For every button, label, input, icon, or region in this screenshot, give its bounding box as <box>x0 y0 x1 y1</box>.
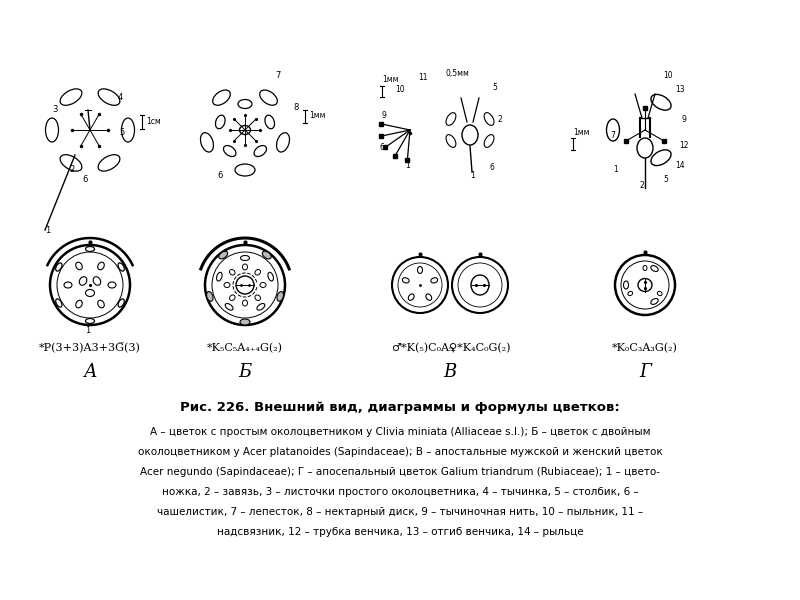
Ellipse shape <box>206 292 213 301</box>
Text: 8: 8 <box>293 103 298 112</box>
Text: 1: 1 <box>86 326 90 335</box>
Ellipse shape <box>86 319 94 323</box>
Ellipse shape <box>238 100 252 109</box>
Ellipse shape <box>56 263 62 271</box>
Ellipse shape <box>215 115 225 129</box>
Ellipse shape <box>235 164 255 176</box>
Ellipse shape <box>637 138 653 158</box>
Text: 1см: 1см <box>146 118 161 127</box>
Text: 1: 1 <box>405 161 410 170</box>
Ellipse shape <box>201 133 214 152</box>
Ellipse shape <box>239 125 250 134</box>
Text: 9: 9 <box>382 111 387 120</box>
Text: 0,5мм: 0,5мм <box>445 69 469 78</box>
Text: *K₅C₅A₄₊₄G(₂): *K₅C₅A₄₊₄G(₂) <box>207 343 283 353</box>
Text: 1мм: 1мм <box>382 75 398 84</box>
Text: *P(3+3)A3+3G̅(3): *P(3+3)A3+3G̅(3) <box>39 343 141 353</box>
Ellipse shape <box>213 90 230 105</box>
Ellipse shape <box>219 251 228 259</box>
Text: 12: 12 <box>679 141 689 150</box>
Text: 1мм: 1мм <box>309 112 326 121</box>
Text: ♂*K(₅)C₀A₅: ♂*K(₅)C₀A₅ <box>391 343 453 353</box>
Text: 6: 6 <box>380 143 385 152</box>
Text: В: В <box>443 363 457 381</box>
Text: 7: 7 <box>610 131 615 140</box>
Ellipse shape <box>98 89 120 106</box>
Text: 4: 4 <box>118 93 122 102</box>
Text: 13: 13 <box>675 85 685 94</box>
Text: А – цветок с простым околоцветником у Clivia miniata (Alliaceae s.l.); Б – цвето: А – цветок с простым околоцветником у Cl… <box>150 427 650 437</box>
Text: ♀*K₄C₀G(₂): ♀*K₄C₀G(₂) <box>450 343 510 353</box>
Text: 3: 3 <box>52 105 58 114</box>
Ellipse shape <box>651 94 671 110</box>
Text: 5: 5 <box>119 128 125 137</box>
Text: чашелистик, 7 – лепесток, 8 – нектарный диск, 9 – тычиночная нить, 10 – пыльник,: чашелистик, 7 – лепесток, 8 – нектарный … <box>157 507 643 517</box>
Ellipse shape <box>93 277 101 285</box>
Text: 9: 9 <box>681 115 686 124</box>
Text: 1мм: 1мм <box>573 128 590 137</box>
Ellipse shape <box>223 146 236 157</box>
Text: 10: 10 <box>663 71 673 80</box>
Ellipse shape <box>262 251 271 259</box>
Ellipse shape <box>86 289 94 296</box>
Ellipse shape <box>60 155 82 171</box>
Text: надсвязник, 12 – трубка венчика, 13 – отгиб венчика, 14 – рыльце: надсвязник, 12 – трубка венчика, 13 – от… <box>217 527 583 537</box>
Text: 6: 6 <box>217 171 222 180</box>
Text: 5: 5 <box>663 175 668 184</box>
Text: 11: 11 <box>418 73 427 82</box>
Ellipse shape <box>56 299 62 307</box>
Text: *K₀C₃A₃G(₂): *K₀C₃A₃G(₂) <box>612 343 678 353</box>
Ellipse shape <box>240 319 250 325</box>
Ellipse shape <box>46 118 58 142</box>
Ellipse shape <box>260 90 278 105</box>
Ellipse shape <box>265 115 274 129</box>
Text: 2: 2 <box>70 165 74 174</box>
Text: А: А <box>83 363 97 381</box>
Text: 2: 2 <box>640 181 645 190</box>
Text: Acer negundo (Sapindaceae); Г – апосепальный цветок Galium triandrum (Rubiaceae): Acer negundo (Sapindaceae); Г – апосепал… <box>140 467 660 477</box>
Ellipse shape <box>277 292 283 301</box>
Ellipse shape <box>277 133 290 152</box>
Text: Г: Г <box>639 363 651 381</box>
Ellipse shape <box>118 299 124 307</box>
Ellipse shape <box>60 89 82 106</box>
Text: 6: 6 <box>82 175 88 184</box>
Text: 1: 1 <box>470 171 474 180</box>
Text: околоцветником у Acer platanoides (Sapindaceae); В – апостальные мужской и женск: околоцветником у Acer platanoides (Sapin… <box>138 447 662 457</box>
Ellipse shape <box>254 146 266 157</box>
Text: 6: 6 <box>490 163 495 172</box>
Ellipse shape <box>79 277 87 285</box>
Ellipse shape <box>651 150 671 166</box>
Text: 1: 1 <box>46 226 50 235</box>
Text: 14: 14 <box>675 161 685 170</box>
Text: 1: 1 <box>613 165 618 174</box>
Ellipse shape <box>606 119 619 141</box>
Ellipse shape <box>98 155 120 171</box>
Ellipse shape <box>86 247 94 251</box>
Ellipse shape <box>122 118 134 142</box>
Text: Рис. 226. Внешний вид, диаграммы и формулы цветков:: Рис. 226. Внешний вид, диаграммы и форму… <box>180 401 620 415</box>
Text: ножка, 2 – завязь, 3 – листочки простого околоцветника, 4 – тычинка, 5 – столбик: ножка, 2 – завязь, 3 – листочки простого… <box>162 487 638 497</box>
Text: 7: 7 <box>275 71 280 80</box>
Text: 5: 5 <box>492 83 497 92</box>
Text: 10: 10 <box>395 85 405 94</box>
Ellipse shape <box>118 263 124 271</box>
Text: Б: Б <box>238 363 252 381</box>
Text: 2: 2 <box>498 115 502 124</box>
